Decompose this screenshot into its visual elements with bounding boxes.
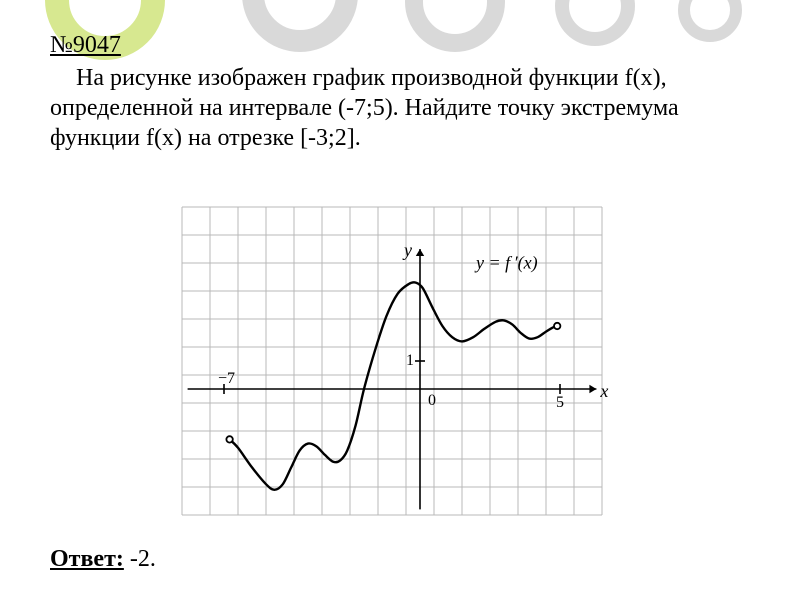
answer-value: -2. [124,546,156,572]
problem-number: №9047 [50,32,750,59]
problem-text: На рисунке изображен график производной … [50,63,750,153]
derivative-chart: −7 5 1 0 y x y = f ′(x) [170,195,630,540]
svg-text:1: 1 [406,352,414,369]
answer-label: Ответ: [50,546,124,572]
svg-text:0: 0 [428,392,436,409]
answer-line: Ответ: -2. [50,546,156,573]
svg-text:−7: −7 [218,370,235,387]
svg-text:x: x [599,381,608,401]
svg-text:y: y [402,240,412,260]
svg-text:y = f ′(x): y = f ′(x) [474,253,538,274]
svg-text:5: 5 [556,394,564,411]
